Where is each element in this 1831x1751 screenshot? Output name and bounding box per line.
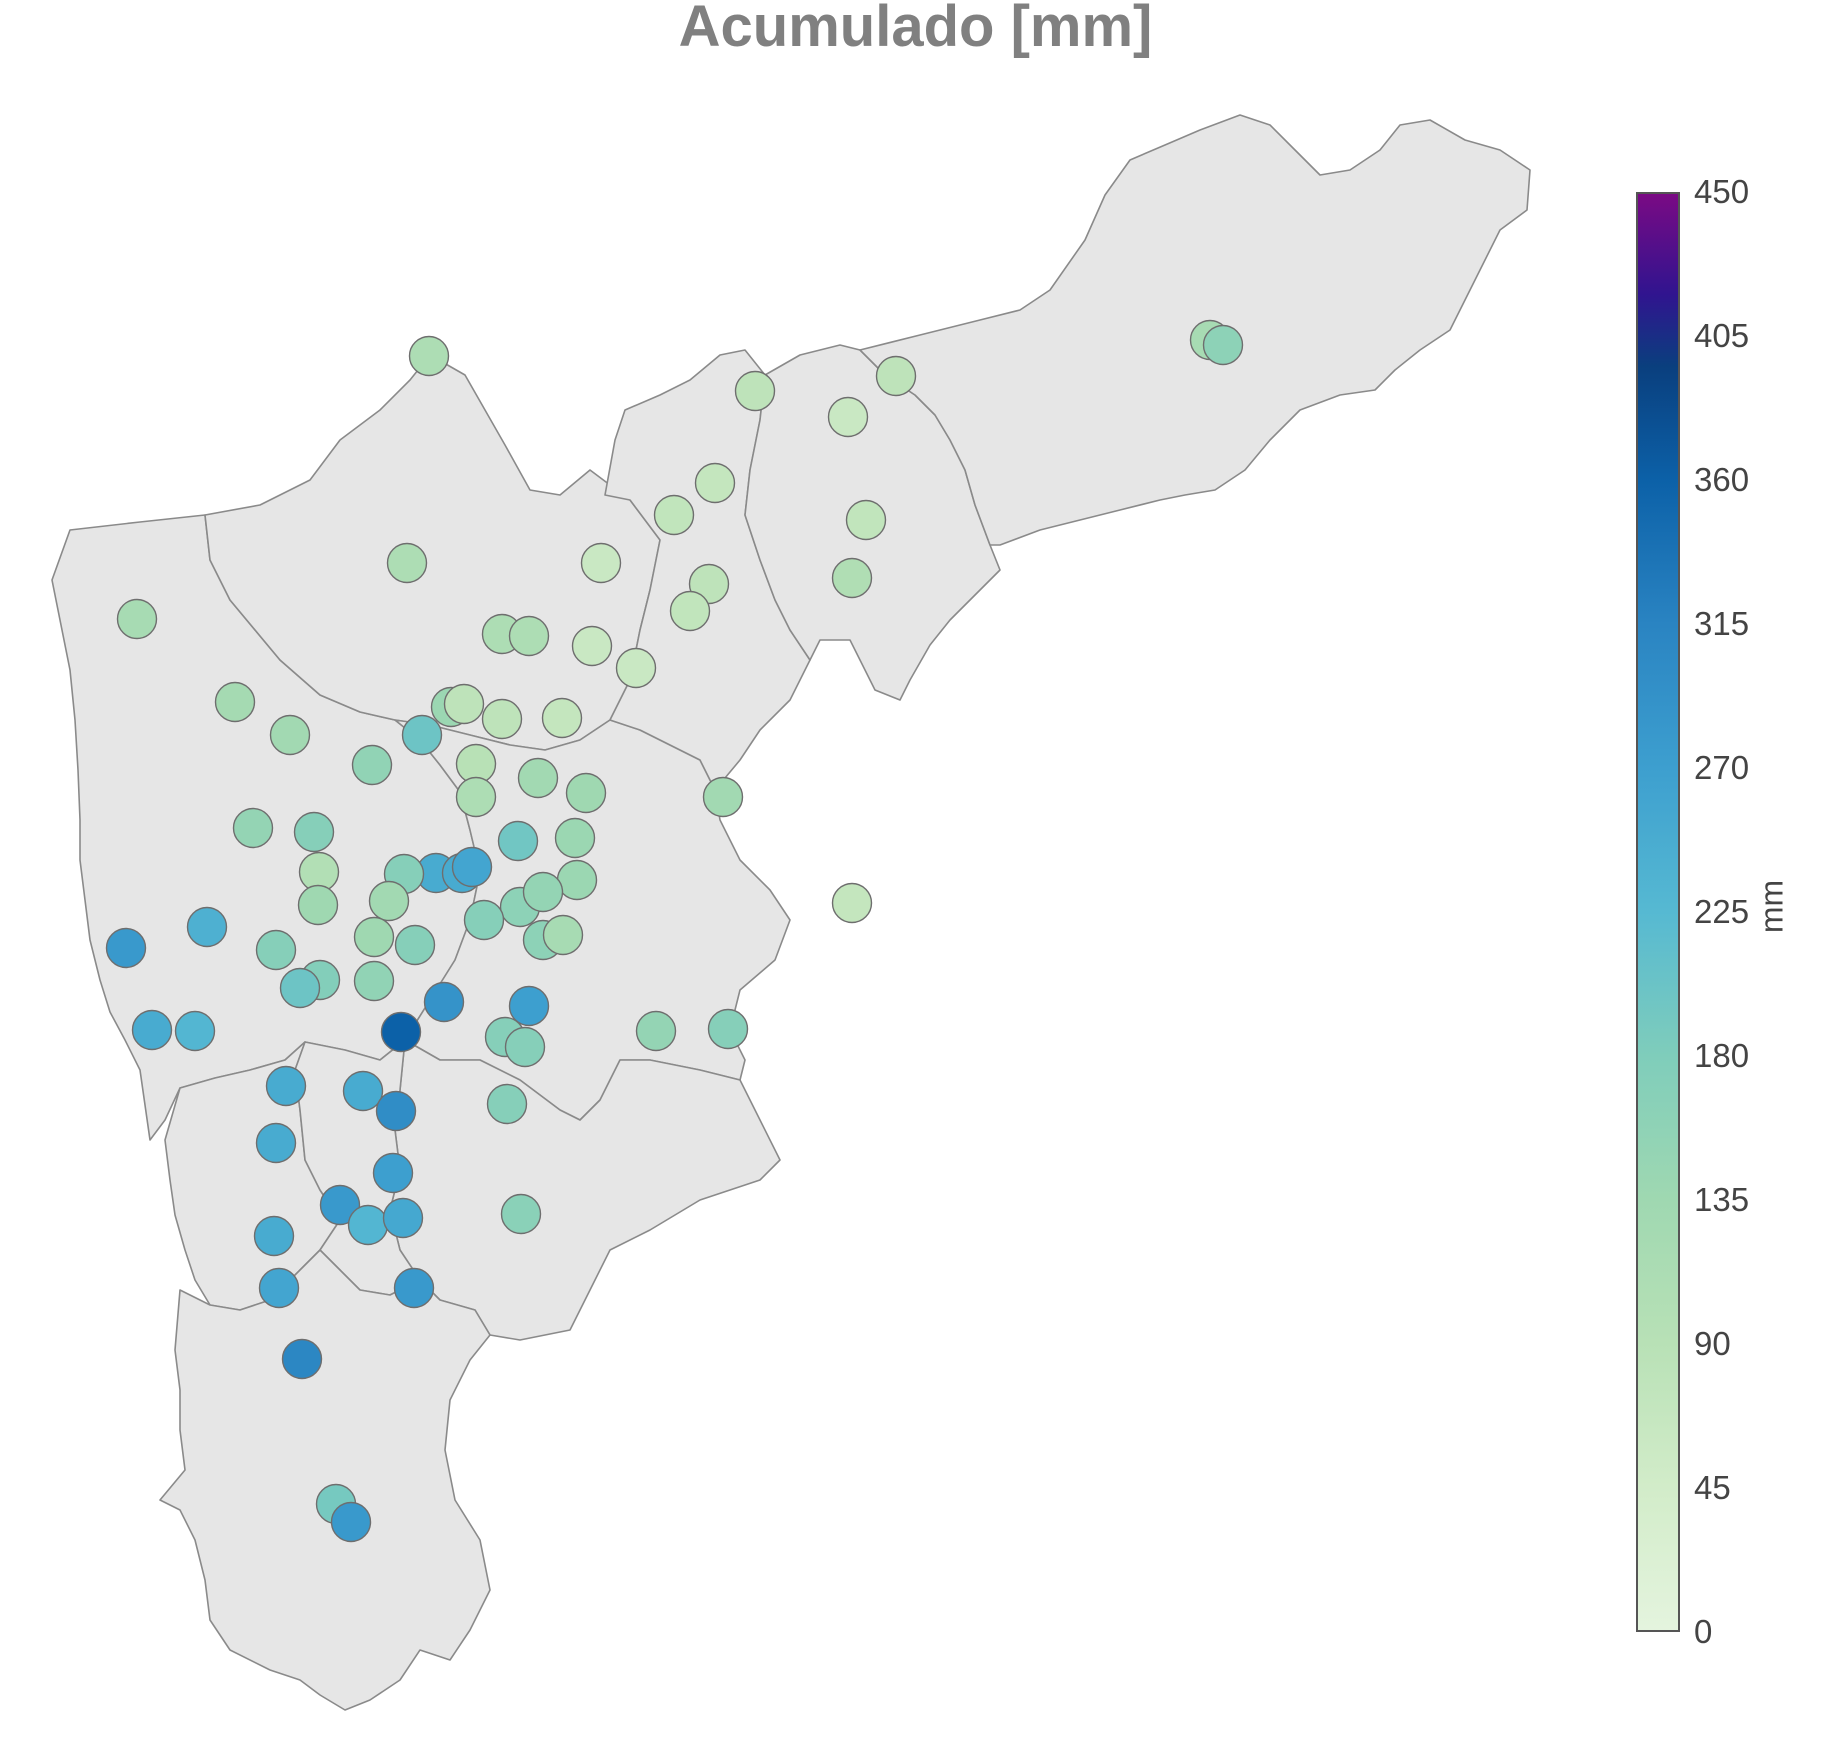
station-marker[interactable]	[258, 1267, 300, 1309]
station-marker[interactable]	[131, 1009, 173, 1051]
station-marker[interactable]	[455, 776, 497, 818]
station-marker[interactable]	[401, 714, 443, 756]
station-marker[interactable]	[875, 355, 917, 397]
station-marker[interactable]	[497, 820, 539, 862]
station-marker[interactable]	[174, 1010, 216, 1052]
station-marker[interactable]	[556, 859, 598, 901]
station-marker[interactable]	[653, 494, 695, 536]
colorbar-tick-label: 360	[1694, 461, 1750, 498]
colorbar-tick-label: 315	[1694, 605, 1750, 642]
map-title: Acumulado [mm]	[678, 0, 1153, 59]
colorbar-tick-label: 450	[1694, 173, 1750, 210]
station-marker[interactable]	[669, 590, 711, 632]
station-marker[interactable]	[831, 882, 873, 924]
station-marker[interactable]	[375, 1090, 417, 1132]
station-marker[interactable]	[1202, 324, 1244, 366]
station-marker[interactable]	[353, 960, 395, 1002]
station-marker[interactable]	[255, 929, 297, 971]
station-marker[interactable]	[707, 1008, 749, 1050]
station-marker[interactable]	[451, 846, 493, 888]
station-marker[interactable]	[694, 462, 736, 504]
colorbar-tick-label: 405	[1694, 317, 1750, 354]
station-marker[interactable]	[565, 772, 607, 814]
station-marker[interactable]	[279, 967, 321, 1009]
station-marker[interactable]	[571, 625, 613, 667]
station-marker[interactable]	[635, 1010, 677, 1052]
municipality-regions	[51, 114, 1531, 1711]
station-marker[interactable]	[105, 927, 147, 969]
station-marker[interactable]	[297, 884, 339, 926]
station-marker[interactable]	[265, 1065, 307, 1107]
station-marker[interactable]	[423, 981, 465, 1023]
region-south	[159, 1249, 491, 1711]
colorbar-tick-label: 90	[1694, 1325, 1731, 1362]
colorbar-tick-label: 180	[1694, 1037, 1750, 1074]
station-marker[interactable]	[827, 396, 869, 438]
station-marker[interactable]	[615, 647, 657, 689]
station-marker[interactable]	[517, 757, 559, 799]
station-marker[interactable]	[393, 1267, 435, 1309]
station-marker[interactable]	[382, 1197, 424, 1239]
station-marker[interactable]	[347, 1204, 389, 1246]
station-marker[interactable]	[342, 1070, 384, 1112]
station-marker[interactable]	[522, 871, 564, 913]
station-marker[interactable]	[214, 681, 256, 723]
colorbar	[1636, 192, 1680, 1632]
station-marker[interactable]	[508, 615, 550, 657]
colorbar-tick-label: 225	[1694, 893, 1750, 930]
station-marker[interactable]	[508, 985, 550, 1027]
station-marker[interactable]	[702, 776, 744, 818]
colorbar-tick-label: 0	[1694, 1613, 1713, 1650]
station-marker[interactable]	[380, 1011, 422, 1053]
station-marker[interactable]	[408, 335, 450, 377]
station-marker[interactable]	[269, 714, 311, 756]
colorbar-tick-label: 135	[1694, 1181, 1750, 1218]
station-marker[interactable]	[255, 1122, 297, 1164]
station-marker[interactable]	[394, 924, 436, 966]
station-marker[interactable]	[580, 542, 622, 584]
station-marker[interactable]	[386, 542, 428, 584]
station-marker[interactable]	[554, 817, 596, 859]
station-marker[interactable]	[831, 557, 873, 599]
station-marker[interactable]	[353, 916, 395, 958]
station-marker[interactable]	[845, 499, 887, 541]
station-marker[interactable]	[281, 1338, 323, 1380]
station-marker[interactable]	[232, 807, 274, 849]
station-marker[interactable]	[372, 1152, 414, 1194]
station-marker[interactable]	[481, 698, 523, 740]
station-marker[interactable]	[541, 697, 583, 739]
station-marker[interactable]	[486, 1083, 528, 1125]
station-marker[interactable]	[463, 899, 505, 941]
colorbar-title: mm	[1753, 879, 1790, 934]
station-marker[interactable]	[443, 683, 485, 725]
station-marker[interactable]	[542, 914, 584, 956]
station-marker[interactable]	[330, 1501, 372, 1543]
station-marker[interactable]	[253, 1215, 295, 1257]
station-marker[interactable]	[734, 370, 776, 412]
station-marker[interactable]	[293, 811, 335, 853]
station-marker[interactable]	[504, 1026, 546, 1068]
station-marker[interactable]	[351, 744, 393, 786]
station-markers	[105, 319, 1244, 1543]
station-marker[interactable]	[319, 1184, 361, 1226]
station-marker[interactable]	[368, 880, 410, 922]
station-marker[interactable]	[500, 1193, 542, 1235]
colorbar-tick-label: 270	[1694, 749, 1750, 786]
station-marker[interactable]	[186, 906, 228, 948]
station-marker[interactable]	[116, 598, 158, 640]
colorbar-tick-label: 45	[1694, 1469, 1731, 1506]
